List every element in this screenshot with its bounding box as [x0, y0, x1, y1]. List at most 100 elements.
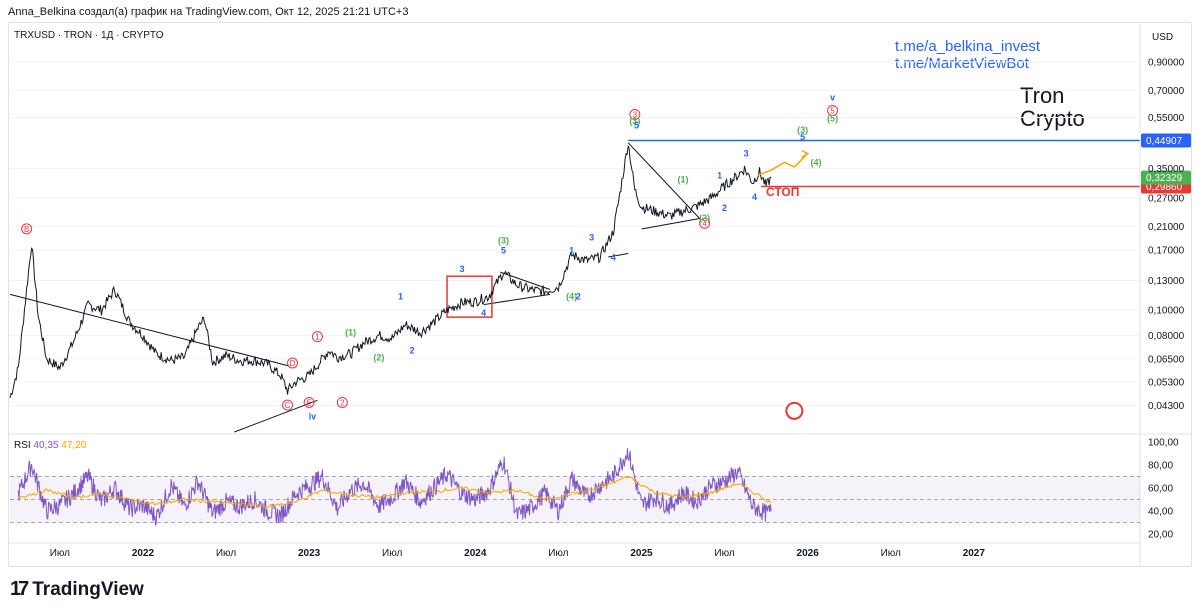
wave-label: 1 [315, 333, 320, 342]
brand-title: Tron Crypto [1020, 84, 1085, 130]
time-tick-label: Июл [382, 548, 402, 559]
resistance-price-label-bg [1141, 133, 1191, 148]
price-tick-label: 0,90000 [1148, 57, 1185, 68]
wave-label: 3 [589, 233, 594, 243]
wave-label: iv [309, 411, 317, 421]
wave-label: (2) [373, 353, 384, 363]
wave-label: 5 [800, 132, 805, 142]
wave-label: E [306, 398, 311, 407]
rsi-value: 40,35 [33, 440, 59, 451]
time-tick-label: Июл [216, 548, 236, 559]
wave-label: 5 [501, 246, 506, 256]
wedge-lower-line[interactable] [641, 218, 700, 230]
event-flag-icon[interactable] [785, 401, 804, 420]
tradingview-logo-name: TradingView [32, 578, 144, 600]
price-tick-label: 0,08000 [1148, 331, 1185, 342]
link-marketviewbot[interactable]: t.me/MarketViewBot [895, 55, 1029, 72]
wave-label: (1) [678, 174, 689, 184]
price-tick-label: 0,35000 [1148, 164, 1185, 175]
price-tick-label: 0,06500 [1148, 354, 1185, 365]
wave-circle-marker [21, 223, 33, 235]
wave-circle-marker [282, 399, 294, 411]
rsi-line[interactable] [17, 448, 772, 526]
flag-line[interactable] [608, 253, 629, 258]
rsi-legend: RSI 40,35 47,20 [14, 440, 86, 451]
wave-label: (5) [827, 114, 838, 124]
wave-circle-marker [699, 217, 711, 229]
wave-label: (1) [345, 327, 356, 337]
price-tick-label: 0,04300 [1148, 401, 1185, 412]
last-price-label: 0,32329 [1146, 173, 1183, 184]
rsi-tick-label: 100,00 [1148, 437, 1179, 448]
wave-label: 3 [459, 264, 464, 274]
rsi-ma-line[interactable] [18, 475, 772, 509]
time-tick-label: Июл [881, 548, 901, 559]
rsi-tick-label: 20,00 [1148, 530, 1173, 541]
price-axis-unit: USD [1152, 32, 1173, 43]
triangle-lower-line[interactable] [483, 293, 551, 306]
wave-label: 3 [744, 148, 749, 158]
wave-label: 4 [702, 219, 707, 228]
wave-label: (4) [810, 157, 821, 167]
wave-label: 1 [398, 291, 403, 301]
forecast-path[interactable] [757, 152, 809, 176]
wave-circle-marker [827, 105, 839, 117]
tradingview-logo-icon: 17 [10, 578, 29, 600]
chart-caption: Anna_Belkina создал(а) график на Trading… [8, 6, 409, 18]
price-tick-label: 0,13000 [1148, 276, 1185, 287]
wave-label: (3) [629, 116, 640, 126]
rsi-tick-label: 40,00 [1148, 507, 1173, 518]
wave-circle-marker [336, 396, 348, 408]
wave-label: 5 [830, 107, 835, 116]
price-line[interactable] [9, 145, 772, 399]
time-tick-label: 2022 [132, 548, 155, 559]
chart-frame [8, 22, 1192, 567]
wedge-upper-line[interactable] [627, 142, 700, 219]
price-tick-label: 0,21000 [1148, 222, 1185, 233]
triangle-upper-line[interactable] [500, 271, 551, 291]
wave-label: 1 [717, 171, 722, 181]
wave-label: B [24, 225, 29, 234]
symbol-title[interactable]: TRXUSD · TRON · 1Д · CRYPTO [14, 30, 164, 41]
rsi-tick-label: 80,00 [1148, 460, 1173, 471]
wave-label: 2 [722, 203, 727, 213]
resistance-price-label: 0,44907 [1146, 136, 1183, 147]
tradingview-logo[interactable]: 17 TradingView [10, 578, 144, 601]
wave-circle-marker [303, 396, 315, 408]
time-tick-label: 2027 [963, 548, 986, 559]
brand-line-1: Tron [1020, 83, 1065, 108]
highlight-box[interactable] [446, 275, 493, 318]
time-tick-label: Июл [548, 548, 568, 559]
lower-trend-line[interactable] [234, 399, 318, 433]
wave-circle-marker [311, 331, 323, 343]
price-tick-label: 0,70000 [1148, 86, 1185, 97]
wave-label: 2 [340, 398, 345, 407]
brand-line-2: Crypto [1020, 106, 1085, 131]
price-tick-label: 0,55000 [1148, 113, 1185, 124]
wave-label: 2 [410, 346, 415, 356]
wave-label: 4 [611, 253, 616, 263]
wave-label: (3) [498, 236, 509, 246]
forecast-arrow-head [801, 149, 810, 159]
wave-label: (2) [699, 213, 710, 223]
time-tick-label: 2023 [298, 548, 321, 559]
wave-label: D [290, 359, 296, 368]
time-tick-label: 2025 [630, 548, 653, 559]
time-tick-label: 2024 [464, 548, 487, 559]
wave-label: 4 [481, 308, 486, 318]
stop-price-label: 0,29860 [1146, 182, 1183, 193]
wave-circle-marker [287, 357, 298, 369]
link-a-belkina-invest[interactable]: t.me/a_belkina_invest [895, 38, 1041, 55]
wave-circle-marker [629, 109, 641, 121]
rsi-label: RSI [14, 440, 31, 451]
wave-label: 3 [633, 111, 638, 120]
price-tick-label: 0,27000 [1148, 193, 1185, 204]
last-price-label-bg [1141, 170, 1191, 185]
price-tick-label: 0,17000 [1148, 246, 1185, 257]
stop-label: СТОП [766, 185, 799, 199]
wave-label: 5 [634, 120, 639, 130]
time-tick-label: Июл [714, 548, 734, 559]
downtrend-line[interactable] [9, 293, 290, 367]
wave-label: 1 [569, 246, 574, 256]
